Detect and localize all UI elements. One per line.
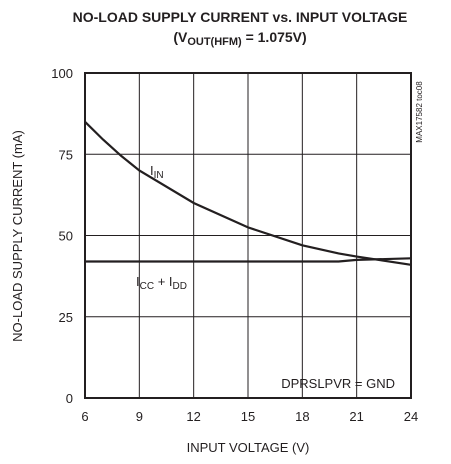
- x-tick-label: 18: [295, 409, 309, 424]
- side-note: MAX17582 toc08: [415, 81, 424, 143]
- subscript: DD: [173, 281, 187, 292]
- chart-title-line-1: NO-LOAD SUPPLY CURRENT vs. INPUT VOLTAGE: [73, 9, 408, 25]
- annotation: DPRSLPVR = GND: [281, 376, 395, 391]
- series-line: [84, 121, 412, 266]
- text-part: + I: [154, 274, 172, 289]
- x-axis-label: INPUT VOLTAGE (V): [187, 440, 310, 455]
- text-part: I: [150, 163, 154, 178]
- text-part: = 1.075V): [242, 29, 307, 45]
- y-tick-label: 50: [59, 229, 73, 244]
- x-tick-label: 24: [404, 409, 418, 424]
- chart-title-line-2: (VOUT(HFM) = 1.075V): [173, 29, 306, 48]
- x-tick-label: 15: [241, 409, 255, 424]
- series-label: ICC + IDD: [136, 274, 187, 292]
- subscript: IN: [154, 170, 164, 181]
- x-tick-label: 9: [136, 409, 143, 424]
- text-part: NO-LOAD SUPPLY CURRENT vs. INPUT VOLTAGE: [73, 9, 408, 25]
- y-tick-label: 25: [59, 310, 73, 325]
- text-part: (V: [173, 29, 188, 45]
- series-label: IIN: [150, 163, 164, 181]
- subscript: CC: [140, 281, 154, 292]
- y-tick-label: 100: [51, 66, 73, 81]
- x-tick-label: 21: [349, 409, 363, 424]
- plot-frame: [84, 72, 412, 399]
- subscript: OUT(HFM): [187, 36, 242, 48]
- y-axis-label: NO-LOAD SUPPLY CURRENT (mA): [10, 130, 25, 342]
- y-tick-label: 75: [59, 147, 73, 162]
- x-tick-label: 12: [186, 409, 200, 424]
- y-tick-label: 0: [66, 391, 73, 406]
- x-tick-label: 6: [81, 409, 88, 424]
- series-line: [85, 257, 412, 263]
- text-part: I: [136, 274, 140, 289]
